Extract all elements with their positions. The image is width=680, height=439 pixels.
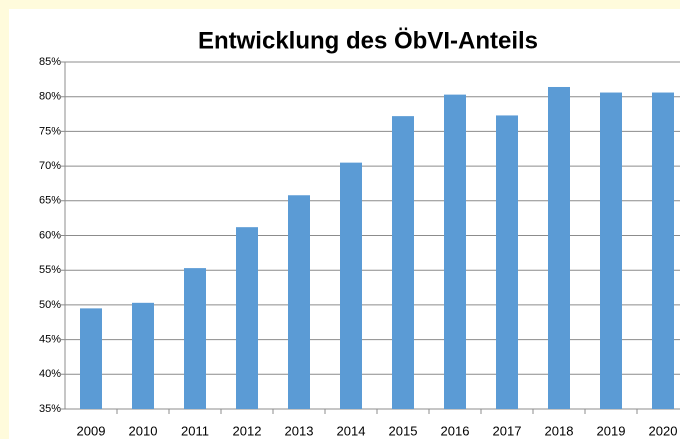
x-tick-label: 2011 (181, 423, 209, 438)
x-tick-label: 2014 (337, 423, 366, 438)
x-tick-label: 2012 (233, 423, 262, 438)
x-tick-label: 2019 (597, 423, 626, 438)
x-tick-label: 2010 (129, 423, 158, 438)
y-tick-label: 60% (39, 229, 61, 241)
x-tick-label: 2020 (649, 423, 678, 438)
bar (652, 92, 674, 409)
x-tick-label: 2016 (441, 423, 470, 438)
chart-title: Entwicklung des ÖbVI-Anteils (198, 27, 538, 54)
bar (184, 268, 206, 409)
bar (236, 227, 258, 409)
y-tick-label: 75% (39, 125, 61, 137)
x-tick-label: 2013 (285, 423, 314, 438)
y-tick-label: 40% (39, 368, 61, 380)
y-tick-label: 65% (39, 195, 61, 207)
bar (444, 94, 466, 410)
bar (80, 308, 102, 409)
y-tick-label: 45% (39, 334, 61, 346)
y-tick-label: 35% (39, 403, 61, 415)
bar (288, 195, 310, 409)
y-tick-label: 70% (39, 160, 61, 172)
bar (496, 115, 518, 410)
x-tick-label: 2018 (545, 423, 574, 438)
x-tick-label: 2009 (77, 423, 106, 438)
bar (340, 162, 362, 409)
bar (600, 92, 622, 409)
y-tick-label: 50% (39, 299, 61, 311)
x-tick-label: 2017 (493, 423, 522, 438)
y-tick-label: 85% (39, 56, 61, 68)
y-tick-label: 55% (39, 264, 61, 276)
bar (392, 116, 414, 410)
x-tick-label: 2015 (389, 423, 418, 438)
y-tick-label: 80% (39, 91, 61, 103)
bar (132, 302, 154, 409)
bar (548, 86, 570, 409)
